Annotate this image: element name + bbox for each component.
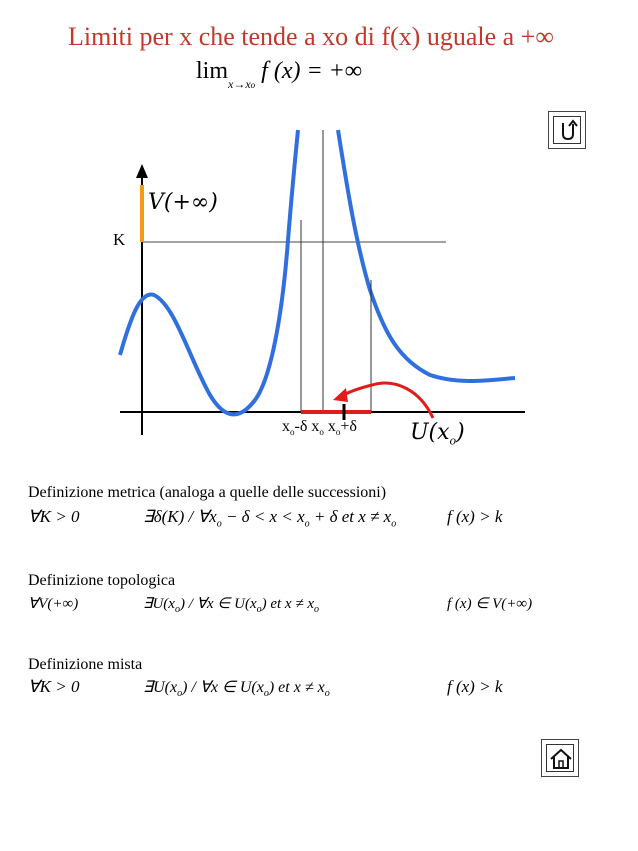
page-title: Limiti per x che tende a xo di f(x) ugua… xyxy=(68,22,554,51)
home-button[interactable] xyxy=(541,739,579,777)
home-icon xyxy=(550,748,572,769)
lim-text: lim xyxy=(196,58,229,84)
metric-consequence: f (x) > k xyxy=(447,507,503,526)
metric-quantifier: ∀K > 0 xyxy=(28,507,80,526)
function-curve-left xyxy=(118,129,300,417)
mapping-arrow-curve xyxy=(339,381,435,419)
topological-definition-heading: Definizione topologica xyxy=(28,572,176,589)
lim-body: f (x) = +∞ xyxy=(261,58,362,84)
v-neighborhood-label: V(+∞) xyxy=(148,190,218,215)
metric-condition: ∃δ(K) / ∀xo − δ < x < xo + δ et x ≠ xo xyxy=(143,507,397,530)
mixed-quantifier: ∀K > 0 xyxy=(28,677,80,696)
mixed-definition-heading: Definizione mista xyxy=(28,656,143,673)
back-button[interactable] xyxy=(548,111,586,149)
u-turn-arrow-icon xyxy=(562,119,578,141)
lim-subscript: x→xo xyxy=(228,77,256,91)
topological-quantifier: ∀V(+∞) xyxy=(28,596,79,612)
function-curve-right xyxy=(336,129,516,383)
limit-graph xyxy=(118,129,525,435)
u-neighborhood-label: U(xo) xyxy=(410,420,465,448)
limit-formula: limx→xo f (x) = +∞ xyxy=(196,58,362,91)
mixed-condition: ∃U(xo) / ∀x ∈ U(xo) et x ≠ xo xyxy=(143,679,330,700)
mapping-arrow-head xyxy=(333,388,348,402)
delta-tick-labels: xo-δ xo xo+δ xyxy=(282,418,357,438)
metric-definition-heading: Definizione metrica (analoga a quelle de… xyxy=(28,484,387,501)
k-label: K xyxy=(113,230,126,249)
y-axis-arrow xyxy=(136,164,148,178)
topological-consequence: f (x) ∈ V(+∞) xyxy=(447,596,533,612)
topological-condition: ∃U(xo) / ∀x ∈ U(xo) et x ≠ xo xyxy=(143,596,319,615)
mixed-consequence: f (x) > k xyxy=(447,677,503,696)
